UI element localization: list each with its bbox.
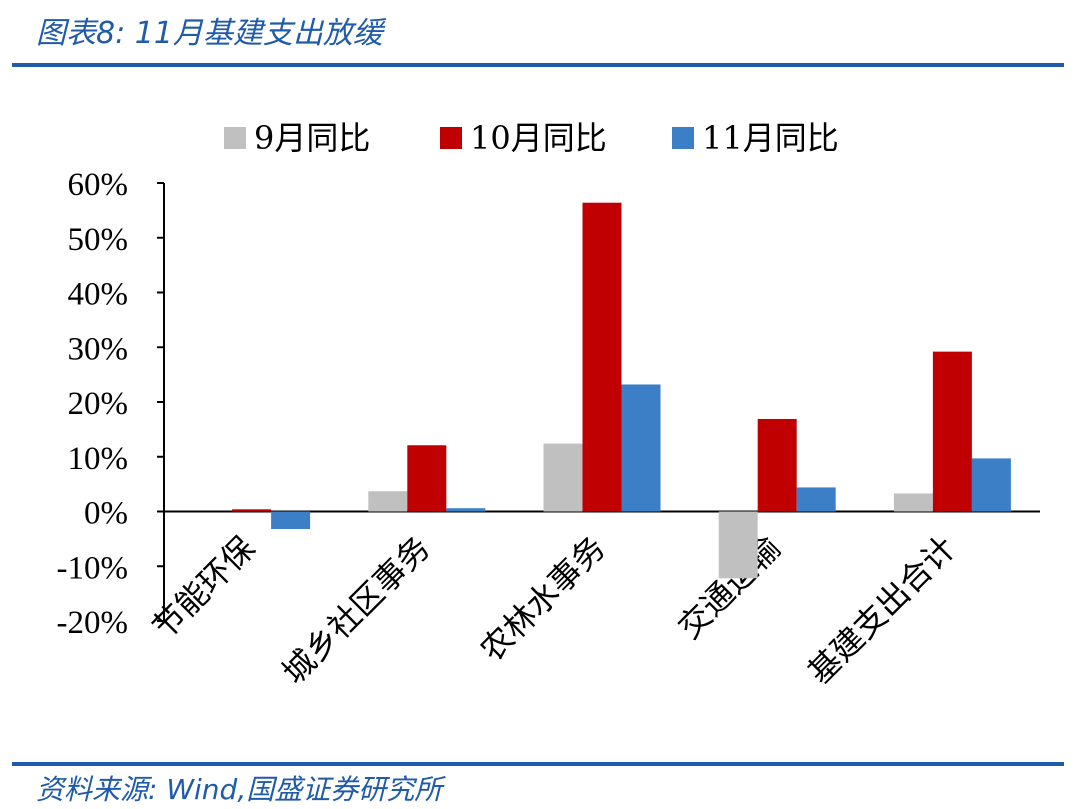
bar-series1-5 <box>893 493 933 512</box>
x-category-label: 基建支出合计 <box>800 529 963 692</box>
bar-series1-3 <box>543 443 583 512</box>
footer-divider <box>12 762 1064 766</box>
chart-title: 图表8: 11月基建支出放缓 <box>36 16 383 51</box>
y-tick-label: 40% <box>68 277 129 313</box>
title-divider <box>12 63 1064 67</box>
bar-series1-2 <box>368 491 408 512</box>
bar-series3-5 <box>971 458 1011 512</box>
x-category-label: 农林水事务 <box>473 529 613 669</box>
bar-series2-4 <box>757 418 797 512</box>
chart-bars <box>232 202 1011 579</box>
y-tick-label: 10% <box>68 441 129 477</box>
legend-label-2: 10月同比 <box>470 119 607 157</box>
bar-series2-5 <box>932 351 972 512</box>
x-category-label: 城乡社区事务 <box>275 529 438 692</box>
bar-series3-2 <box>446 508 486 512</box>
chart-legend: 9月同比 10月同比 11月同比 <box>224 119 839 157</box>
y-tick-label: 20% <box>68 386 129 422</box>
bar-series2-1 <box>232 509 272 512</box>
legend-swatch-1 <box>224 127 246 149</box>
x-category-label: 节能环保 <box>145 529 262 646</box>
y-tick-label: -20% <box>57 605 128 641</box>
y-tick-label: 0% <box>84 496 128 532</box>
y-tick-label: 30% <box>68 331 129 367</box>
legend-swatch-2 <box>440 127 462 149</box>
legend-label-3: 11月同比 <box>702 119 839 157</box>
bar-series1-4 <box>718 511 758 579</box>
bar-chart: 9月同比 10月同比 11月同比 -20% -10% 0% 10% 20% 30% 40% 50%… <box>57 119 1040 691</box>
bar-series2-2 <box>407 445 447 512</box>
y-tick-label: 50% <box>68 222 129 258</box>
bar-series3-1 <box>271 511 311 530</box>
y-tick-label: 60% <box>68 167 129 203</box>
bar-series2-3 <box>582 202 622 512</box>
legend-label-1: 9月同比 <box>254 119 370 157</box>
chart-axes: -20% -10% 0% 10% 20% 30% 40% 50% 60% 节能环保 城乡社区事务 农林… <box>57 167 1040 691</box>
source-note: 资料来源: Wind,国盛证券研究所 <box>36 773 443 806</box>
legend-swatch-3 <box>672 127 694 149</box>
bar-series3-3 <box>621 384 661 512</box>
y-tick-label: -10% <box>57 550 128 586</box>
bar-series3-4 <box>796 487 836 512</box>
